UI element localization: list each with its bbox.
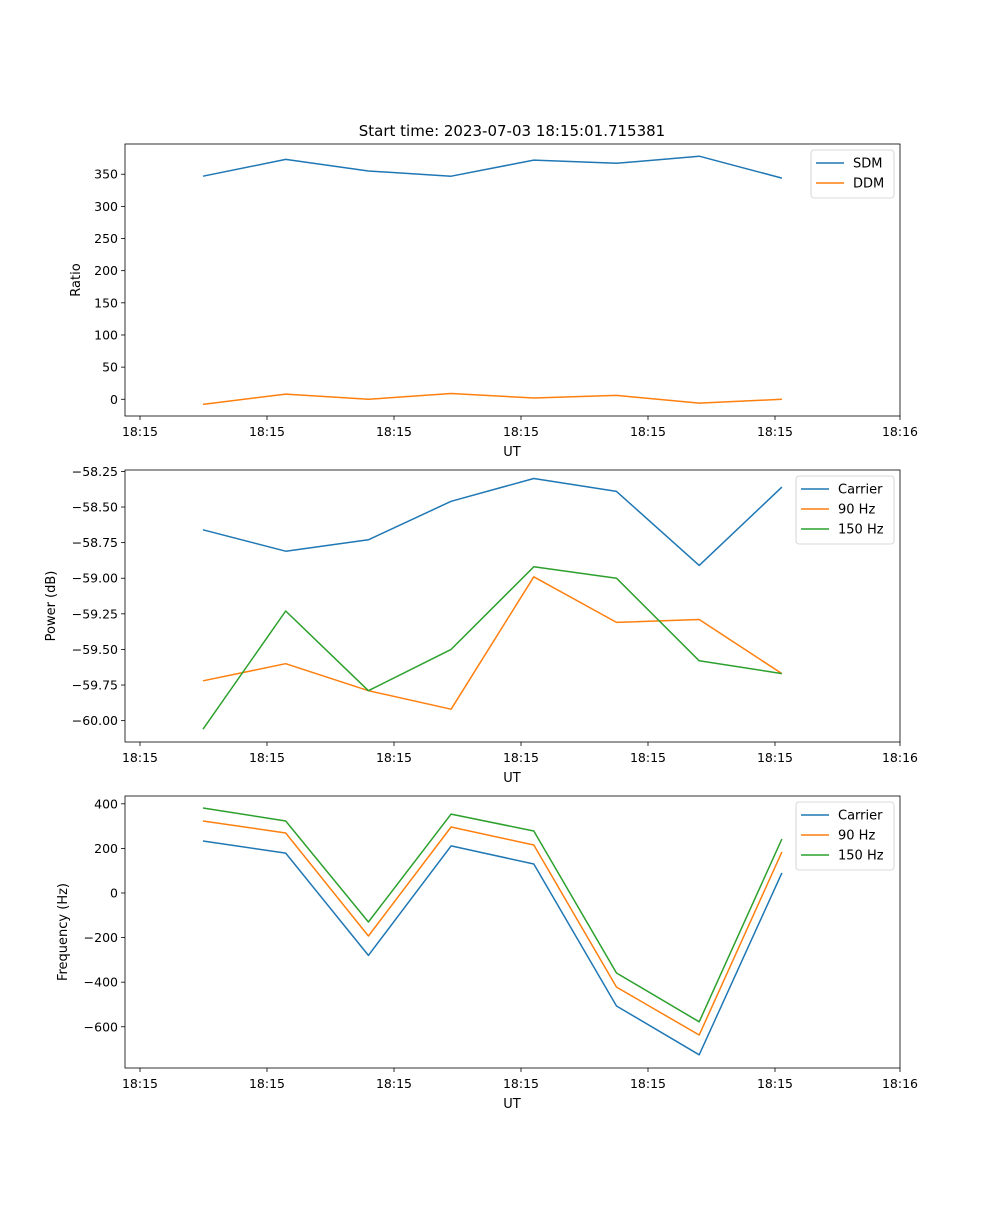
x-tick-label: 18:15: [249, 750, 285, 765]
legend-label: Carrier: [838, 483, 883, 498]
y-tick-label: −59.75: [72, 678, 118, 693]
x-axis-label: UT: [503, 771, 521, 786]
legend-label: 90 Hz: [838, 829, 875, 844]
y-tick-label: −58.75: [72, 535, 118, 550]
subplot-1: Start time: 2023-07-03 18:15:01.715381 18…: [69, 122, 918, 460]
y-tick-label: 150: [94, 295, 118, 310]
y-tick-label: −600: [84, 1019, 118, 1034]
series-line-sdm: [203, 156, 782, 178]
y-tick-label: −200: [84, 930, 118, 945]
x-tick-label: 18:15: [376, 1076, 412, 1091]
y-tick-label: 300: [94, 199, 118, 214]
x-tick-label: 18:15: [630, 750, 666, 765]
x-tick-label: 18:15: [122, 750, 158, 765]
y-tick-label: −58.25: [72, 464, 118, 479]
series-line-90-hz: [203, 821, 782, 1035]
y-tick-label: 250: [94, 231, 118, 246]
y-tick-label: −59.50: [72, 642, 118, 657]
chart-title: Start time: 2023-07-03 18:15:01.715381: [359, 122, 665, 140]
legend: Carrier 90 Hz 150 Hz: [796, 802, 894, 870]
y-tick-label: −400: [84, 975, 118, 990]
y-axis-label: Power (dB): [44, 571, 59, 642]
x-tick-label: 18:15: [630, 424, 666, 439]
y-axis-label: Frequency (Hz): [56, 883, 71, 981]
y-tick-label: 100: [94, 327, 118, 342]
y-tick-label: 0: [110, 392, 118, 407]
x-tick-label: 18:16: [882, 750, 918, 765]
x-tick-label: 18:15: [249, 424, 285, 439]
x-tick-label: 18:15: [503, 750, 539, 765]
series-line-ddm: [203, 394, 782, 405]
x-axis-label: UT: [503, 445, 521, 460]
legend-label: SDM: [853, 157, 882, 172]
legend-label: 150 Hz: [838, 849, 884, 864]
subplot-2: 18:15 18:15 18:15 18:15 18:15 18:15 18:16 UT −60…: [44, 464, 918, 786]
legend: SDM DDM: [811, 150, 894, 198]
y-tick-label: 200: [94, 841, 118, 856]
x-tick-label: 18:15: [757, 424, 793, 439]
legend-label: 150 Hz: [838, 523, 884, 538]
legend-label: 90 Hz: [838, 503, 875, 518]
legend-label: DDM: [853, 177, 884, 192]
x-tick-label: 18:16: [882, 1076, 918, 1091]
y-axis-label: Ratio: [69, 263, 84, 296]
axes-frame: [125, 470, 900, 742]
y-tick-label: 0: [110, 885, 118, 900]
series-line-150-hz: [203, 808, 782, 1022]
legend-label: Carrier: [838, 809, 883, 824]
x-tick-label: 18:15: [376, 424, 412, 439]
x-tick-label: 18:15: [376, 750, 412, 765]
y-tick-label: −60.00: [72, 713, 118, 728]
y-tick-label: 350: [94, 167, 118, 182]
x-tick-label: 18:15: [503, 424, 539, 439]
legend: Carrier 90 Hz 150 Hz: [796, 476, 894, 544]
x-tick-label: 18:15: [503, 1076, 539, 1091]
series-line-150-hz: [203, 567, 782, 729]
y-tick-label: −59.00: [72, 571, 118, 586]
subplot-3: 18:15 18:15 18:15 18:15 18:15 18:15 18:16 UT −60…: [56, 796, 918, 1112]
x-tick-label: 18:16: [882, 424, 918, 439]
y-tick-label: −59.25: [72, 606, 118, 621]
y-tick-label: 200: [94, 263, 118, 278]
series-line-carrier: [203, 479, 782, 566]
x-axis-label: UT: [503, 1097, 521, 1112]
x-tick-label: 18:15: [249, 1076, 285, 1091]
y-tick-label: 50: [102, 360, 118, 375]
x-tick-label: 18:15: [122, 1076, 158, 1091]
series-line-90-hz: [203, 577, 782, 709]
y-tick-label: −58.50: [72, 500, 118, 515]
series-line-carrier: [203, 841, 782, 1055]
axes-frame: [125, 144, 900, 416]
x-tick-label: 18:15: [757, 750, 793, 765]
x-tick-label: 18:15: [757, 1076, 793, 1091]
x-tick-label: 18:15: [630, 1076, 666, 1091]
y-tick-label: 400: [94, 796, 118, 811]
x-tick-label: 18:15: [122, 424, 158, 439]
axes-frame: [125, 796, 900, 1068]
